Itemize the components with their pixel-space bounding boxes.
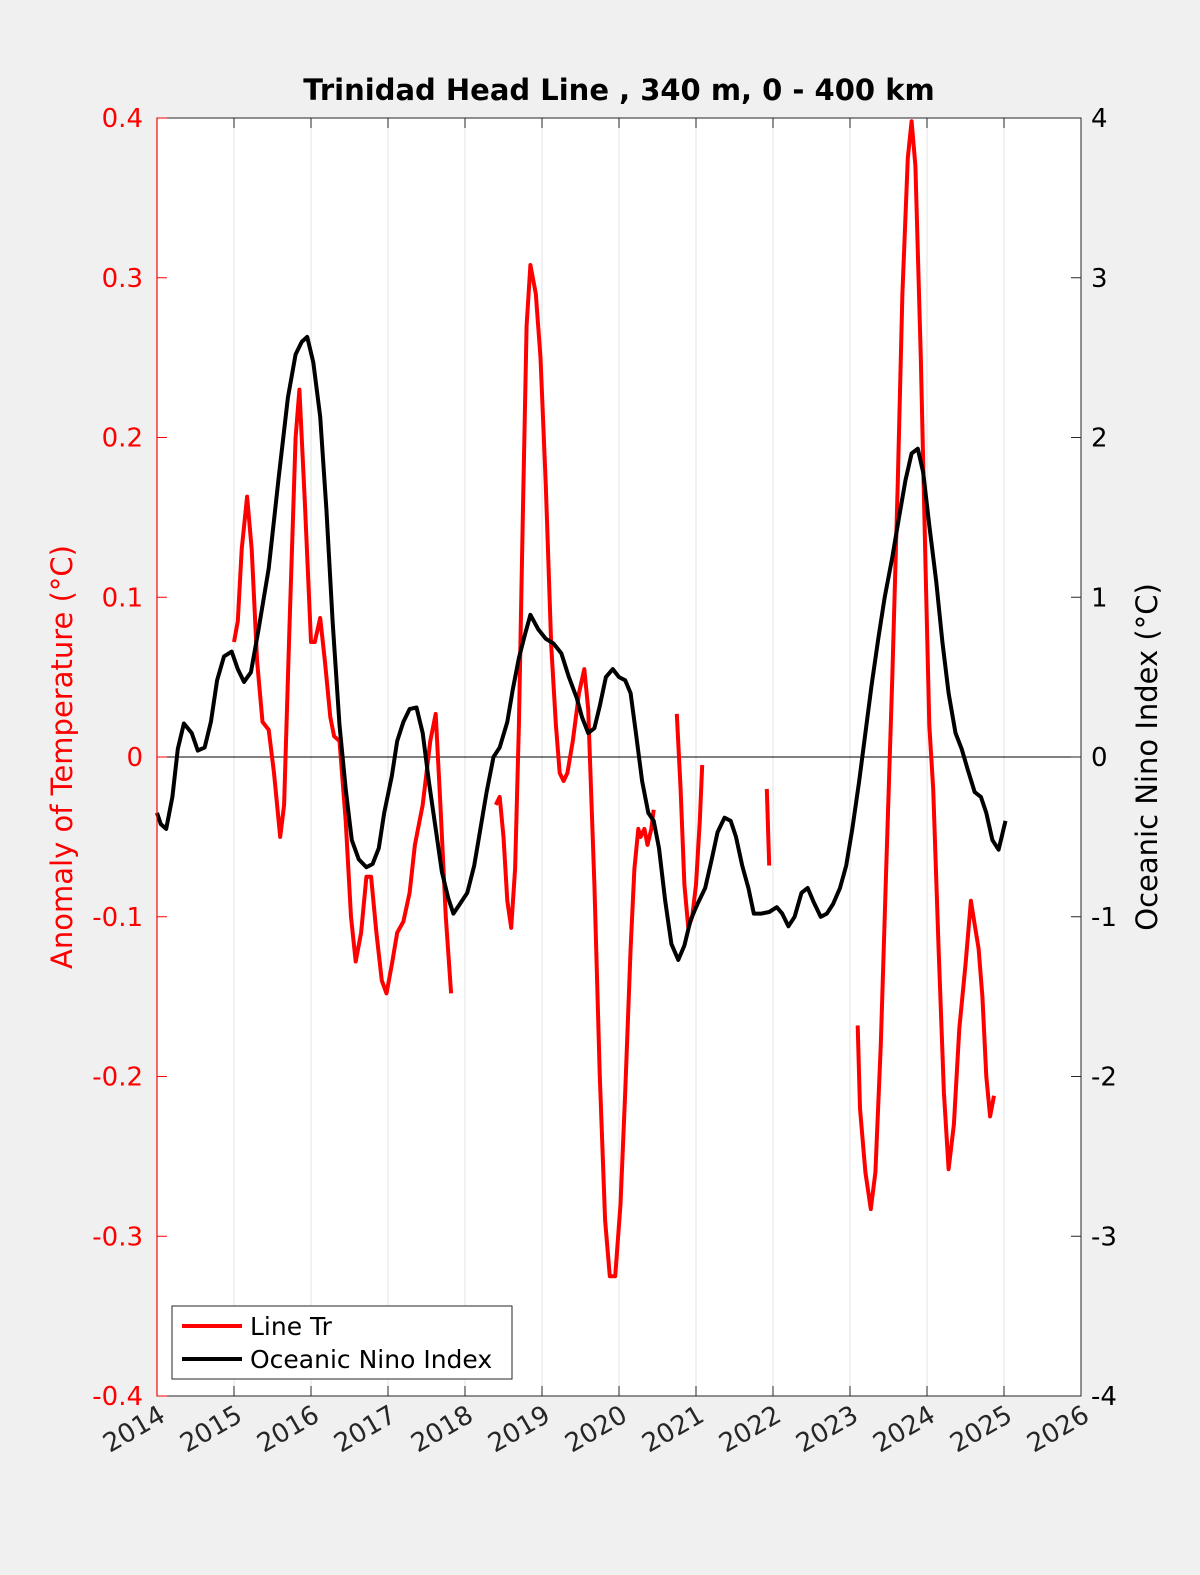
legend-line-tr-label: Line Tr [250, 1312, 333, 1341]
series-line-line-tr-segment-1 [494, 263, 656, 1279]
series-line-line-tr-segment-0 [232, 387, 454, 996]
y-left-tick-label: 0 [126, 743, 143, 773]
y-left-tick-label: -0.4 [92, 1382, 143, 1412]
y-right-tick-label: -4 [1091, 1382, 1117, 1412]
y-right-tick-label: -2 [1091, 1063, 1117, 1093]
series-line-line-tr-segment-3 [764, 788, 772, 866]
y-right-tick-label: -3 [1091, 1222, 1117, 1252]
y-left-tick-label: 0.1 [102, 583, 143, 613]
y-left-tick-label: -0.3 [92, 1222, 143, 1252]
y-axis-left-label: Anomaly of Temperature (°C) [45, 545, 79, 969]
series-line-oceanic-nino-index-segment-0 [155, 334, 1008, 962]
legend-box [171, 1305, 513, 1380]
y-right-tick-label: 0 [1091, 743, 1108, 773]
y-left-tick-label: -0.1 [92, 903, 143, 933]
y-left-tick-label: 0.4 [102, 104, 143, 134]
y-axis-right-label: Oceanic Nino Index (°C) [1130, 583, 1164, 931]
series-layer [155, 119, 1008, 1279]
y-left-tick-label: -0.2 [92, 1063, 143, 1093]
y-right-tick-label: 1 [1091, 583, 1108, 613]
y-right-tick-label: 3 [1091, 264, 1108, 294]
chart-title: Trinidad Head Line , 340 m, 0 - 400 km [303, 73, 934, 107]
y-left-tick-label: 0.2 [102, 424, 143, 454]
y-right-tick-label: -1 [1091, 903, 1117, 933]
y-left-tick-label: 0.3 [102, 264, 143, 294]
legend: Line Tr Oceanic Nino Index [171, 1305, 513, 1380]
y-right-tick-label: 2 [1091, 424, 1108, 454]
legend-oni-label: Oceanic Nino Index [250, 1345, 492, 1374]
series-line-line-tr-segment-4 [855, 119, 996, 1212]
y-right-tick-label: 4 [1091, 104, 1108, 134]
